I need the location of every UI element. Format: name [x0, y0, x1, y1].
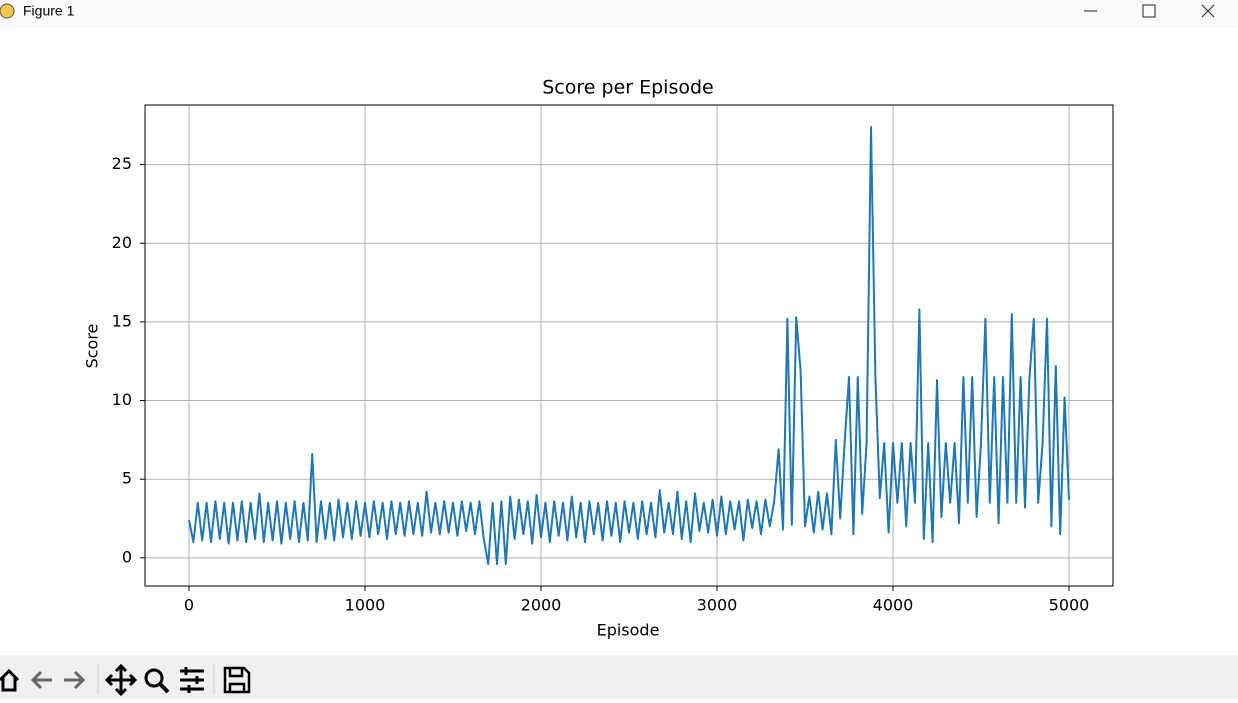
close-button[interactable]: [1201, 4, 1215, 18]
y-tick-label: 5: [122, 469, 132, 488]
y-tick-label: 0: [122, 547, 132, 566]
app-icon: [0, 3, 15, 19]
maximize-button[interactable]: [1142, 4, 1156, 18]
chart-title: Score per Episode: [542, 77, 713, 99]
plot-area: 0 1000 2000 3000 4000 5000 0 5 10 15 20 25: [112, 104, 1114, 615]
series-line: [188, 125, 1070, 566]
x-tick-label: 1000: [345, 596, 386, 615]
forward-button[interactable]: [64, 670, 86, 690]
y-tick-label: 25: [112, 154, 132, 173]
title-bar: [0, 0, 1238, 30]
y-axis-label: Score: [83, 324, 102, 369]
back-button[interactable]: [30, 670, 52, 690]
home-button[interactable]: [0, 668, 20, 692]
window-title: Figure 1: [23, 3, 75, 19]
y-tick-label: 15: [112, 311, 132, 330]
x-tick-label: 3000: [697, 596, 738, 615]
zoom-button[interactable]: [144, 668, 164, 688]
save-button[interactable]: [223, 666, 251, 694]
zoom-handle: [158, 682, 170, 694]
configure-button[interactable]: [180, 667, 204, 693]
x-tick-label: 4000: [873, 596, 914, 615]
axes-frame: [144, 104, 1114, 587]
y-tick-label: 20: [112, 233, 132, 252]
x-tick-label: 5000: [1049, 596, 1090, 615]
x-axis-label: Episode: [597, 621, 660, 640]
toolbar: [0, 655, 1238, 699]
x-tick-label: 2000: [521, 596, 562, 615]
y-tick-label: 10: [112, 390, 132, 409]
x-tick-label: 0: [184, 596, 194, 615]
pan-button[interactable]: [104, 663, 138, 697]
